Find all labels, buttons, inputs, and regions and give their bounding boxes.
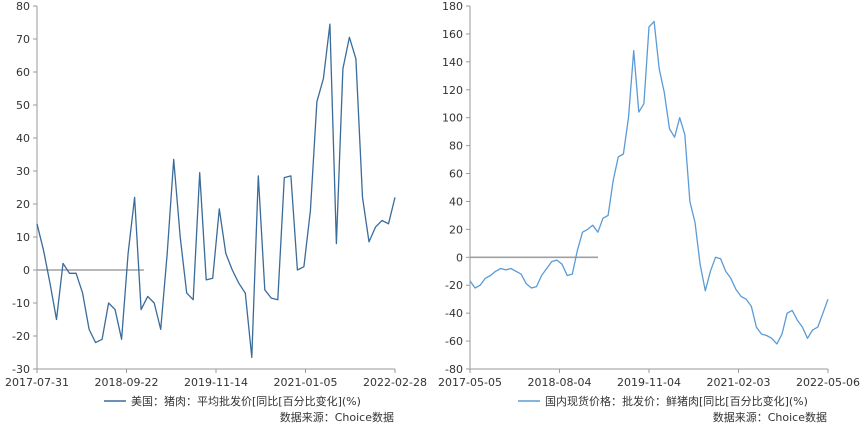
legend-label: 美国：猪肉：平均批发价[同比[百分比变化](%): [131, 394, 361, 408]
x-tick-label: 2022-02-28: [363, 376, 427, 389]
y-tick-label: 20: [449, 223, 463, 236]
y-tick-label: 120: [442, 84, 463, 97]
x-tick-label: 2022-05-06: [796, 376, 860, 389]
y-tick-label: 0: [23, 264, 30, 277]
y-tick-label: 140: [442, 56, 463, 69]
y-tick-label: -80: [445, 363, 463, 376]
x-tick-label: 2019-11-04: [617, 376, 681, 389]
y-tick-label: 70: [16, 33, 30, 46]
legend-label: 国内现货价格：批发价：鲜猪肉[同比[百分比变化](%): [545, 394, 808, 408]
y-tick-label: 0: [456, 251, 463, 264]
series-line: [469, 20, 829, 345]
y-tick-label: 60: [16, 66, 30, 79]
source-note: 数据来源：Choice数据: [280, 410, 394, 424]
chart-us-pork: -30 -20 -10 0 10 20 30 40 50 60 70 80 2017-07-31 2018…: [5, 0, 427, 424]
y-tick-label: 180: [442, 0, 463, 13]
y-tick-label: 60: [449, 168, 463, 181]
y-tick-label: 40: [16, 132, 30, 145]
x-tick-label: 2021-02-03: [707, 376, 771, 389]
x-tick-label: 2021-01-05: [274, 376, 338, 389]
x-tick-label: 2019-11-14: [184, 376, 248, 389]
series-line: [36, 23, 396, 359]
y-tick-label: 30: [16, 165, 30, 178]
y-tick-label: -20: [445, 279, 463, 292]
chart-domestic-pork: -80 -60 -40 -20 0 20 40 60 80 100 120 140 160 180 2017…: [438, 0, 860, 424]
y-tick-label: 80: [449, 140, 463, 153]
y-tick-label: 80: [16, 0, 30, 13]
x-tick-label: 2018-08-04: [528, 376, 592, 389]
y-tick-label: 160: [442, 28, 463, 41]
x-tick-label: 2018-09-22: [95, 376, 159, 389]
y-tick-label: -60: [445, 335, 463, 348]
source-note: 数据来源：Choice数据: [713, 410, 827, 424]
y-tick-label: -20: [12, 330, 30, 343]
y-tick-label: -30: [12, 363, 30, 376]
y-tick-label: -10: [12, 297, 30, 310]
x-tick-label: 2017-05-05: [438, 376, 502, 389]
y-tick-label: 100: [442, 112, 463, 125]
x-tick-label: 2017-07-31: [5, 376, 69, 389]
y-tick-label: 10: [16, 231, 30, 244]
y-tick-label: 50: [16, 99, 30, 112]
y-tick-label: 20: [16, 198, 30, 211]
y-tick-label: 40: [449, 195, 463, 208]
y-tick-label: -40: [445, 307, 463, 320]
